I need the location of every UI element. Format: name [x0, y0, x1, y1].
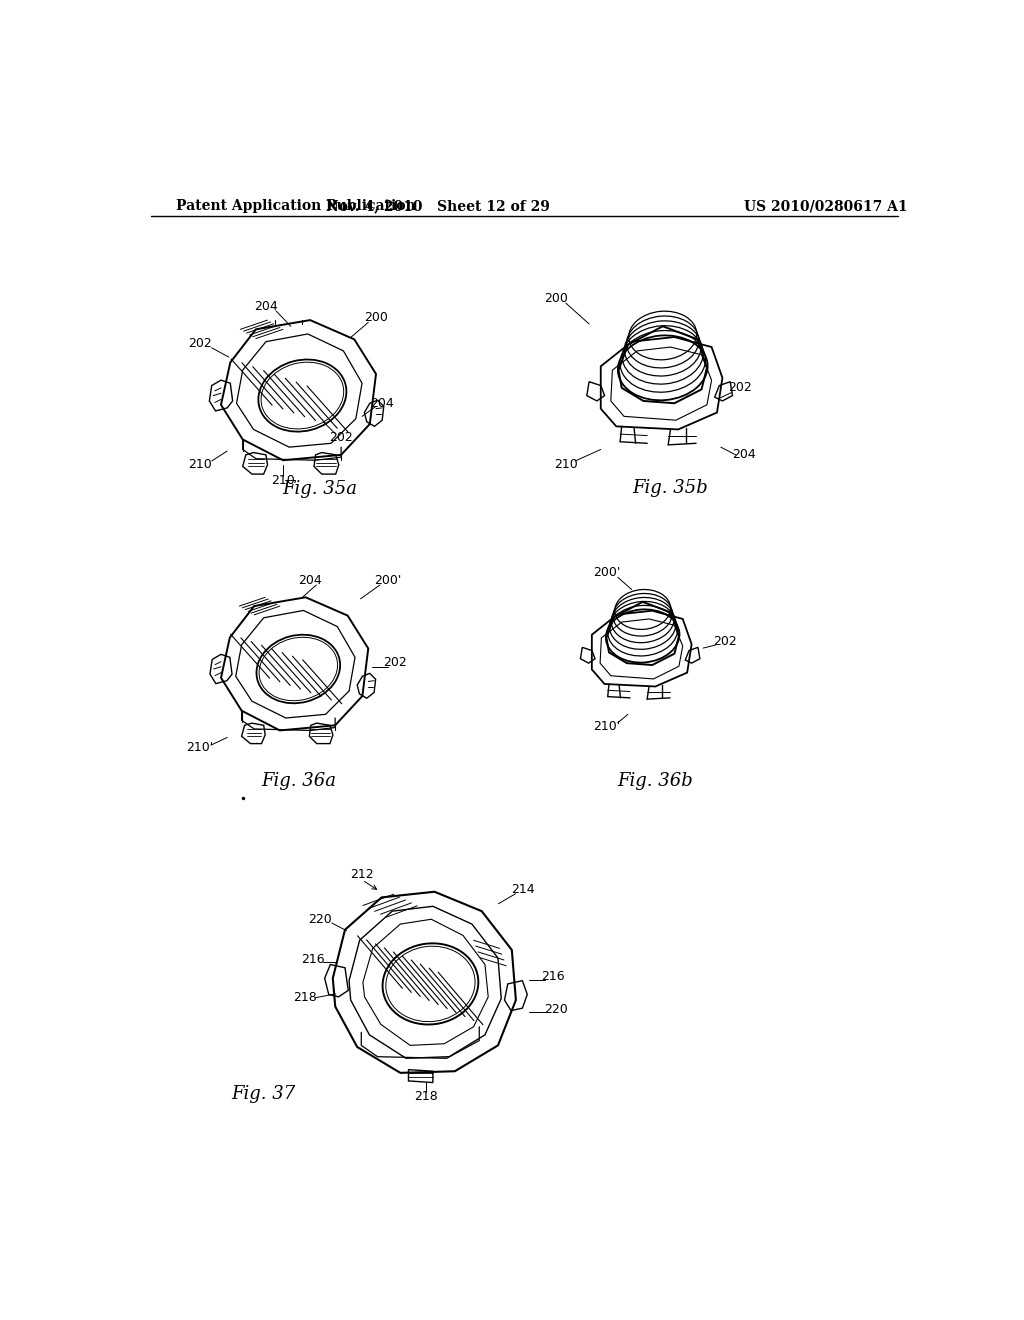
Text: 210: 210 [271, 474, 295, 487]
Text: 200': 200' [593, 566, 621, 579]
Text: 202: 202 [188, 337, 212, 350]
Text: 218: 218 [293, 991, 316, 1005]
Text: 214: 214 [511, 883, 536, 896]
Text: 220: 220 [544, 1003, 567, 1016]
Text: 210': 210' [593, 721, 621, 733]
Text: 218: 218 [414, 1090, 437, 1102]
Text: 212: 212 [350, 869, 374, 880]
Text: 210': 210' [185, 741, 213, 754]
Text: 210: 210 [554, 458, 578, 471]
Text: Fig. 35b: Fig. 35b [633, 479, 709, 496]
Text: Nov. 4, 2010   Sheet 12 of 29: Nov. 4, 2010 Sheet 12 of 29 [326, 199, 550, 213]
Text: 204: 204 [732, 449, 756, 462]
Text: 202: 202 [384, 656, 408, 669]
Text: 202: 202 [728, 381, 752, 395]
Text: 204: 204 [371, 397, 394, 409]
Text: 202: 202 [330, 432, 353, 445]
Text: 210: 210 [188, 458, 212, 471]
Text: Fig. 36b: Fig. 36b [617, 772, 693, 789]
Text: 204: 204 [298, 574, 322, 587]
Text: Patent Application Publication: Patent Application Publication [176, 199, 416, 213]
Text: 200': 200' [374, 574, 401, 587]
Text: US 2010/0280617 A1: US 2010/0280617 A1 [743, 199, 907, 213]
Text: 204: 204 [254, 300, 278, 313]
Text: 216: 216 [541, 970, 564, 982]
Text: 202: 202 [713, 635, 736, 648]
Text: Fig. 36a: Fig. 36a [261, 772, 336, 789]
Text: 220: 220 [308, 912, 332, 925]
Text: 216: 216 [301, 953, 325, 966]
Text: Fig. 37: Fig. 37 [231, 1085, 296, 1104]
Text: 200: 200 [365, 312, 388, 325]
Text: Fig. 35a: Fig. 35a [283, 480, 357, 499]
Text: 200: 200 [544, 292, 567, 305]
